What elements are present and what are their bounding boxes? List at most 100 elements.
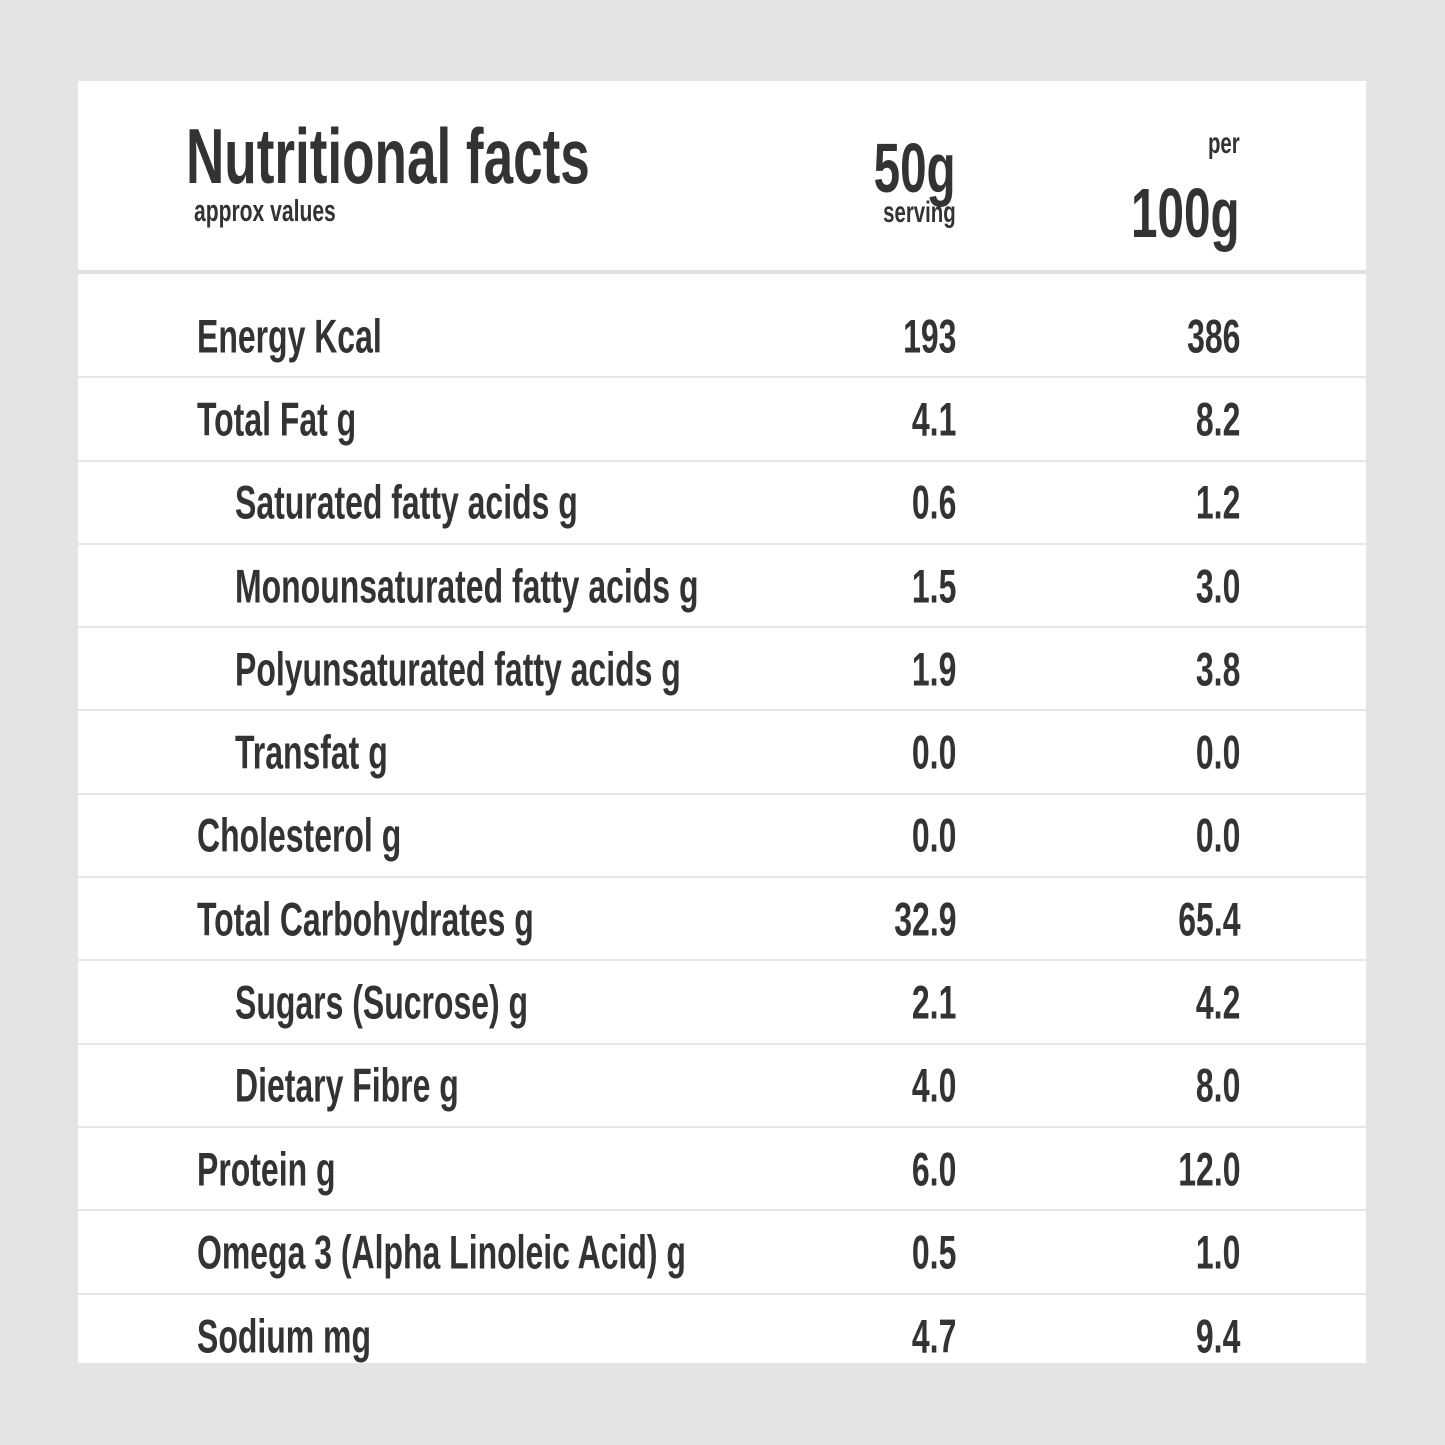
per100-value-text: 9.4: [1195, 1309, 1240, 1363]
nutrient-label-text: Monounsaturated fatty acids g: [235, 559, 699, 613]
per-label-text: per: [1208, 127, 1240, 160]
serving-value-text: 193: [902, 309, 956, 363]
nutrient-label: Dietary Fibre g: [235, 1062, 564, 1109]
per100-value-text: 3.0: [1195, 559, 1240, 613]
nutrient-label: Transfat g: [235, 729, 460, 776]
subtitle: approx values: [194, 195, 402, 226]
table-row: Protein g 6.0 12.0: [78, 1128, 1366, 1212]
nutrient-label-text: Omega 3 (Alpha Linoleic Acid) g: [197, 1225, 686, 1279]
serving-value: 1.9: [891, 645, 956, 692]
per100-amount-text: 100g: [1131, 174, 1240, 252]
per100-value-text: 3.8: [1195, 642, 1240, 696]
per100-value-text: 0.0: [1195, 808, 1240, 862]
per100-value: 386: [1162, 312, 1240, 359]
per100-value: 8.0: [1175, 1062, 1240, 1109]
nutrient-label-text: Cholesterol g: [197, 808, 402, 862]
table-row: Dietary Fibre g 4.0 8.0: [78, 1045, 1366, 1128]
table-row: Monounsaturated fatty acids g 1.5 3.0: [78, 545, 1366, 629]
per100-value: 0.0: [1175, 812, 1240, 859]
per100-value-text: 386: [1186, 309, 1240, 363]
per100-amount-header: 100g: [1080, 178, 1240, 248]
nutrient-label: Energy Kcal: [197, 312, 469, 359]
serving-value: 4.0: [891, 1062, 956, 1109]
nutrition-table: Energy Kcal 193 386 Total Fat g 4.1 8.2 Satura…: [78, 295, 1366, 1363]
nutrient-label-text: Energy Kcal: [197, 309, 382, 363]
table-row: Transfat g 0.0 0.0: [78, 711, 1366, 795]
per100-value-text: 8.0: [1195, 1058, 1240, 1112]
nutrient-label-text: Polyunsaturated fatty acids g: [235, 642, 681, 696]
subtitle-text: approx values: [194, 193, 336, 228]
per100-value: 8.2: [1175, 395, 1240, 442]
per-label-header: per: [1193, 129, 1240, 159]
table-row: Omega 3 (Alpha Linoleic Acid) g 0.5 1.0: [78, 1211, 1366, 1295]
table-row: Energy Kcal 193 386: [78, 295, 1366, 379]
nutrient-label-text: Protein g: [197, 1142, 336, 1196]
per100-value-text: 0.0: [1195, 725, 1240, 779]
serving-value-text: 32.9: [893, 892, 956, 946]
nutrient-label-text: Transfat g: [235, 725, 388, 779]
nutrient-label: Monounsaturated fatty acids g: [235, 562, 917, 609]
nutrient-label-text: Dietary Fibre g: [235, 1058, 459, 1112]
table-row: Cholesterol g 0.0 0.0: [78, 795, 1366, 879]
per100-value: 3.8: [1175, 645, 1240, 692]
serving-amount-text: 50g: [873, 129, 956, 207]
serving-value: 0.0: [891, 812, 956, 859]
serving-value: 32.9: [865, 895, 956, 942]
per100-value: 65.4: [1149, 895, 1240, 942]
per100-value: 4.2: [1175, 979, 1240, 1026]
per100-value-text: 8.2: [1195, 392, 1240, 446]
title-text: Nutritional facts: [186, 112, 590, 200]
serving-value-text: 4.0: [911, 1058, 956, 1112]
serving-label-header: serving: [849, 198, 956, 228]
serving-value-text: 2.1: [911, 975, 956, 1029]
table-row: Total Fat g 4.1 8.2: [78, 378, 1366, 462]
serving-value: 4.7: [891, 1313, 956, 1360]
nutrient-label: Sugars (Sucrose) g: [235, 979, 666, 1026]
per100-value: 0.0: [1175, 729, 1240, 776]
serving-value-text: 6.0: [911, 1142, 956, 1196]
per100-value: 1.0: [1175, 1228, 1240, 1275]
nutrition-facts-panel: Nutritional facts approx values 50g serv…: [78, 81, 1366, 1363]
serving-value: 6.0: [891, 1145, 956, 1192]
table-row: Sodium mg 4.7 9.4: [78, 1295, 1366, 1363]
nutrient-label: Protein g: [197, 1145, 401, 1192]
table-row: Sugars (Sucrose) g 2.1 4.2: [78, 961, 1366, 1045]
serving-value-text: 4.7: [911, 1309, 956, 1363]
nutrient-label: Cholesterol g: [197, 812, 497, 859]
serving-value-text: 1.5: [911, 559, 956, 613]
nutrient-label-text: Total Carbohydrates g: [197, 892, 534, 946]
serving-value: 1.5: [891, 562, 956, 609]
per100-value-text: 12.0: [1177, 1142, 1240, 1196]
page-title: Nutritional facts: [186, 117, 780, 195]
serving-value: 2.1: [891, 979, 956, 1026]
serving-value: 0.0: [891, 729, 956, 776]
nutrient-label-text: Saturated fatty acids g: [235, 475, 578, 529]
serving-amount-header: 50g: [835, 133, 956, 203]
per100-value-text: 1.0: [1195, 1225, 1240, 1279]
nutrient-label-text: Sugars (Sucrose) g: [235, 975, 529, 1029]
nutrient-label: Sodium mg: [197, 1313, 453, 1360]
per100-value: 9.4: [1175, 1313, 1240, 1360]
serving-value: 193: [878, 312, 956, 359]
nutrient-label: Saturated fatty acids g: [235, 479, 739, 526]
per100-value-text: 1.2: [1195, 475, 1240, 529]
serving-value-text: 4.1: [911, 392, 956, 446]
nutrient-label: Omega 3 (Alpha Linoleic Acid) g: [197, 1228, 916, 1275]
table-row: Polyunsaturated fatty acids g 1.9 3.8: [78, 628, 1366, 712]
per100-value: 12.0: [1149, 1145, 1240, 1192]
table-row: Saturated fatty acids g 0.6 1.2: [78, 462, 1366, 545]
header-divider: [78, 270, 1366, 274]
nutrient-label: Total Carbohydrates g: [197, 895, 692, 942]
per100-value: 3.0: [1175, 562, 1240, 609]
serving-label-text: serving: [883, 196, 956, 229]
per100-value-text: 4.2: [1195, 975, 1240, 1029]
serving-value: 0.5: [891, 1228, 956, 1275]
serving-value-text: 1.9: [911, 642, 956, 696]
serving-value-text: 0.0: [911, 725, 956, 779]
serving-value: 4.1: [891, 395, 956, 442]
nutrient-label-text: Total Fat g: [197, 392, 357, 446]
serving-value: 0.6: [891, 479, 956, 526]
nutrient-label: Polyunsaturated fatty acids g: [235, 645, 891, 692]
table-row: Total Carbohydrates g 32.9 65.4: [78, 878, 1366, 962]
per100-value: 1.2: [1175, 479, 1240, 526]
